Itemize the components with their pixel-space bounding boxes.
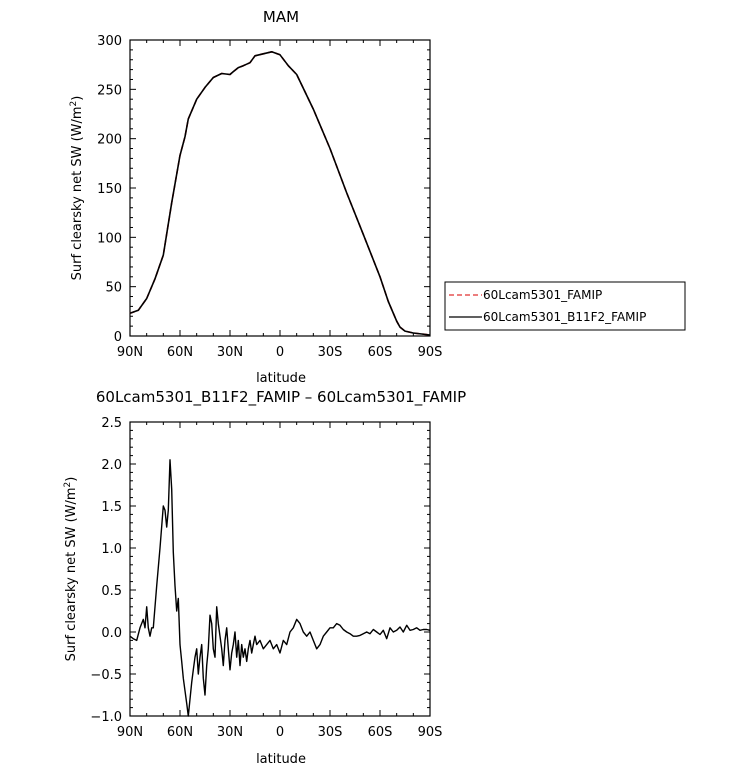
- legend-label-b11f2: 60Lcam5301_B11F2_FAMIP: [483, 310, 646, 324]
- y-tick-label: 50: [105, 281, 122, 296]
- top-chart-title: MAM: [263, 8, 299, 26]
- y-tick-label: 0.5: [101, 584, 122, 599]
- top-axes: 90N 60N 30N 0 30S 60S 90S 0 50 100 150 200 250 300: [97, 34, 442, 360]
- legend-label-famip: 60Lcam5301_FAMIP: [483, 288, 602, 302]
- y-tick-label: −1.0: [90, 710, 122, 725]
- x-tick-label: 30N: [217, 345, 243, 360]
- x-tick-label: 90S: [418, 725, 443, 740]
- x-tick-label: 30N: [217, 725, 243, 740]
- y-tick-label: 1.5: [101, 500, 122, 515]
- legend: 60Lcam5301_FAMIP 60Lcam5301_B11F2_FAMIP: [444, 281, 686, 331]
- x-tick-label: 90N: [117, 725, 143, 740]
- x-tick-label: 0: [276, 345, 284, 360]
- y-tick-label: 100: [97, 231, 122, 246]
- series-line: [129, 459, 431, 717]
- y-tick-label: 0.0: [101, 626, 122, 641]
- x-tick-label: 90S: [418, 345, 443, 360]
- bottom-axes: 90N 60N 30N 0 30S 60S 90S −1.0 −0.5 0.0 0.5 1.0 1.5 2…: [90, 416, 442, 740]
- top-x-axis-title: latitude: [256, 371, 306, 386]
- y-tick-label: 250: [97, 83, 122, 98]
- bottom-series-group: [129, 459, 431, 717]
- bottom-y-axis-title: Surf clearsky net SW (W/m2): [63, 477, 79, 662]
- top-series-group: [129, 50, 431, 336]
- y-tick-label: 150: [97, 182, 122, 197]
- y-tick-label: 0: [114, 330, 122, 345]
- y-tick-label: 200: [97, 133, 122, 148]
- y-tick-label: 1.0: [101, 542, 122, 557]
- x-tick-label: 30S: [318, 345, 343, 360]
- top-y-axis-title: Surf clearsky net SW (W/m2): [69, 96, 85, 281]
- x-tick-label: 60S: [368, 725, 393, 740]
- x-tick-label: 60N: [167, 345, 193, 360]
- x-tick-label: 60N: [167, 725, 193, 740]
- y-tick-label: 2.5: [101, 416, 122, 431]
- y-tick-label: 300: [97, 34, 122, 49]
- bottom-chart-title: 60Lcam5301_B11F2_FAMIP – 60Lcam5301_FAMI…: [96, 388, 466, 407]
- bottom-x-axis-title: latitude: [256, 752, 306, 767]
- top-chart-panel: MAM 90N 60N 30N 0 30S 60S 90S 0 50 100 150 200 250 30…: [69, 8, 442, 386]
- legend-box: [444, 281, 686, 331]
- x-tick-label: 30S: [318, 725, 343, 740]
- x-tick-label: 60S: [368, 345, 393, 360]
- y-tick-label: −0.5: [90, 668, 122, 683]
- bottom-plot-frame: [129, 421, 431, 717]
- y-tick-label: 2.0: [101, 458, 122, 473]
- series-line: [129, 50, 431, 336]
- x-tick-label: 0: [276, 725, 284, 740]
- bottom-chart-panel: 60Lcam5301_B11F2_FAMIP – 60Lcam5301_FAMI…: [63, 388, 466, 767]
- x-tick-label: 90N: [117, 345, 143, 360]
